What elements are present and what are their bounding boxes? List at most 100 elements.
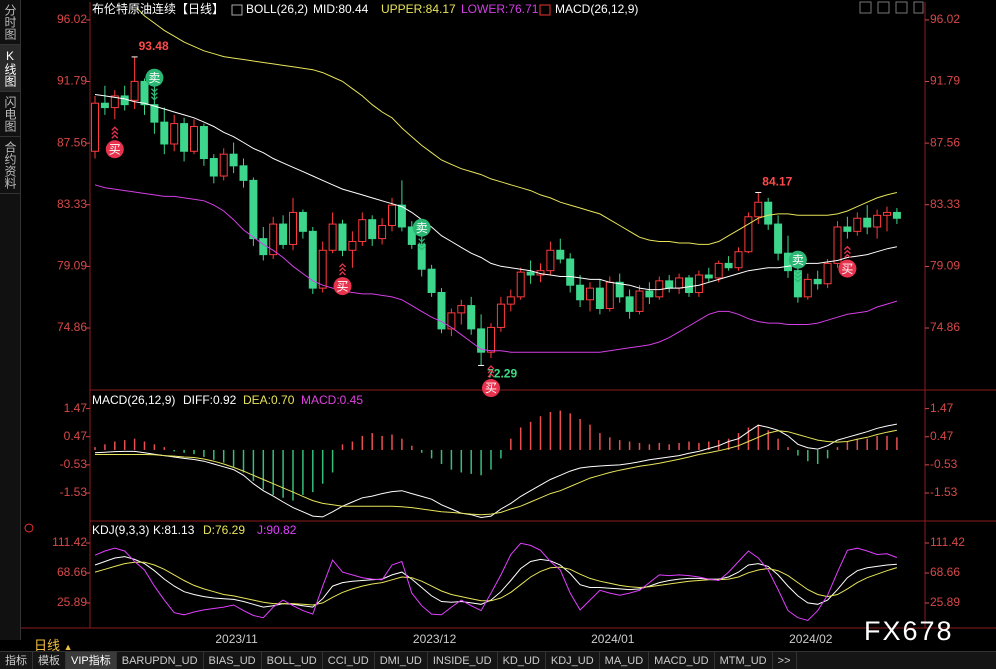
- candle-body: [199, 126, 208, 160]
- tab[interactable]: MACD_UD: [649, 652, 715, 669]
- signal-arrow: [339, 267, 346, 272]
- tab[interactable]: KD_UD: [498, 652, 546, 669]
- legend-item: DIFF:0.92: [183, 393, 237, 407]
- signal-arrow: [794, 274, 802, 279]
- tab[interactable]: INSIDE_UD: [428, 652, 498, 669]
- tab[interactable]: >>: [773, 652, 797, 669]
- indicator-line: [94, 94, 897, 291]
- x-tick-label: 2023/12: [413, 632, 457, 646]
- tab[interactable]: VIP指标: [66, 652, 117, 669]
- indicator-icon[interactable]: [231, 4, 243, 16]
- toolbar-icons[interactable]: [859, 1, 924, 14]
- candle-body: [298, 211, 307, 232]
- y-tick-label: 79.09: [930, 259, 960, 273]
- candle-body: [556, 249, 565, 260]
- indicator-line: [95, 429, 897, 516]
- indicator-line: [94, 561, 898, 606]
- indicator-icon[interactable]: [539, 4, 551, 16]
- y-tick-label: 1.47: [930, 401, 954, 415]
- signal-arrow: [843, 253, 851, 259]
- y-tick-label: 91.79: [57, 74, 87, 88]
- candle-body: [754, 201, 763, 218]
- candle-body: [506, 296, 515, 305]
- signal-arrow: [150, 96, 158, 101]
- header-text: MACD(26,12,9): [555, 2, 638, 16]
- candle-body: [635, 290, 644, 312]
- tab[interactable]: CCI_UD: [323, 652, 375, 669]
- candle-body: [853, 217, 862, 232]
- tab[interactable]: DMI_UD: [375, 652, 428, 669]
- candle-body: [764, 201, 773, 225]
- legend-item: J:90.82: [257, 523, 297, 537]
- candle-body: [407, 226, 416, 245]
- candle-body: [397, 204, 406, 228]
- side-tab[interactable]: 分时图: [0, 0, 20, 45]
- signal-marker: [105, 140, 124, 159]
- chart: 96.02 96.02 91.79 91.79 87.56 87.56 83.33 83.33…: [20, 1, 996, 646]
- candle-body: [318, 249, 327, 289]
- y-tick-label: 87.56: [930, 135, 960, 149]
- candle-body: [863, 217, 872, 228]
- candle-body: [625, 296, 634, 312]
- tab[interactable]: BIAS_UD: [204, 652, 262, 669]
- candle-body: [892, 211, 901, 219]
- side-tab[interactable]: 闪电图: [0, 92, 20, 137]
- candle-body: [843, 226, 852, 232]
- candle-body: [576, 284, 585, 301]
- candle-body: [388, 204, 396, 227]
- tab[interactable]: 指标: [0, 652, 33, 669]
- x-tick-label: 2023/11: [215, 632, 258, 646]
- candle-body: [289, 211, 297, 245]
- candle-body: [328, 223, 337, 251]
- signal-arrow: [111, 134, 119, 139]
- y-tick-label: -0.53: [930, 457, 958, 471]
- signal-label: 买: [841, 262, 853, 276]
- settings-icon[interactable]: [24, 523, 34, 533]
- y-tick-label: -0.53: [60, 457, 88, 471]
- signal-marker: [482, 379, 500, 398]
- tab[interactable]: KDJ_UD: [546, 652, 600, 669]
- indicator-line: [94, 556, 897, 608]
- y-tick-label: 74.86: [930, 320, 960, 334]
- candle-body: [793, 270, 802, 298]
- candle-body: [170, 123, 179, 145]
- y-tick-label: 96.02: [930, 12, 960, 26]
- candle-body: [526, 271, 535, 276]
- y-tick-label: 79.09: [57, 259, 87, 273]
- y-tick-label: 25.89: [57, 595, 87, 609]
- sidebar: 分时图 K线图 闪电图 合约资料: [0, 0, 21, 640]
- y-tick-label: -1.53: [60, 485, 88, 499]
- side-tab[interactable]: 合约资料: [0, 137, 20, 194]
- signal-arrow: [150, 88, 158, 93]
- candle-body: [209, 158, 218, 177]
- candle-body: [546, 249, 555, 272]
- high-label: 84.17: [762, 175, 792, 189]
- y-tick-label: 83.33: [930, 197, 960, 211]
- tab[interactable]: MA_UD: [600, 652, 650, 669]
- candle-body: [437, 291, 446, 330]
- signal-arrow: [418, 242, 426, 247]
- y-tick-label: 68.66: [930, 565, 960, 579]
- candle-body: [467, 305, 476, 330]
- tab[interactable]: BARUPDN_UD: [117, 652, 204, 669]
- candle-body: [348, 241, 357, 251]
- indicator-line: [94, 184, 898, 353]
- tab[interactable]: MTM_UD: [715, 652, 773, 669]
- indicator-line: [136, 8, 898, 245]
- signal-arrow: [418, 246, 426, 251]
- candle-body: [110, 95, 119, 109]
- signal-label: 卖: [416, 221, 428, 235]
- y-tick-label: 111.42: [52, 535, 87, 549]
- header-text: MID:80.44: [313, 2, 369, 16]
- tab[interactable]: BOLL_UD: [262, 652, 323, 669]
- candle-body: [378, 225, 387, 240]
- candle-body: [180, 123, 189, 152]
- legend-item: DEA:0.70: [243, 393, 295, 407]
- candle-body: [487, 326, 495, 353]
- period-button[interactable]: 日线 ▲: [34, 635, 73, 654]
- candle-body: [675, 277, 684, 289]
- side-tab[interactable]: K线图: [0, 45, 20, 92]
- candle-body: [457, 305, 466, 314]
- tab[interactable]: 模板: [33, 652, 66, 669]
- candle-body: [694, 274, 703, 293]
